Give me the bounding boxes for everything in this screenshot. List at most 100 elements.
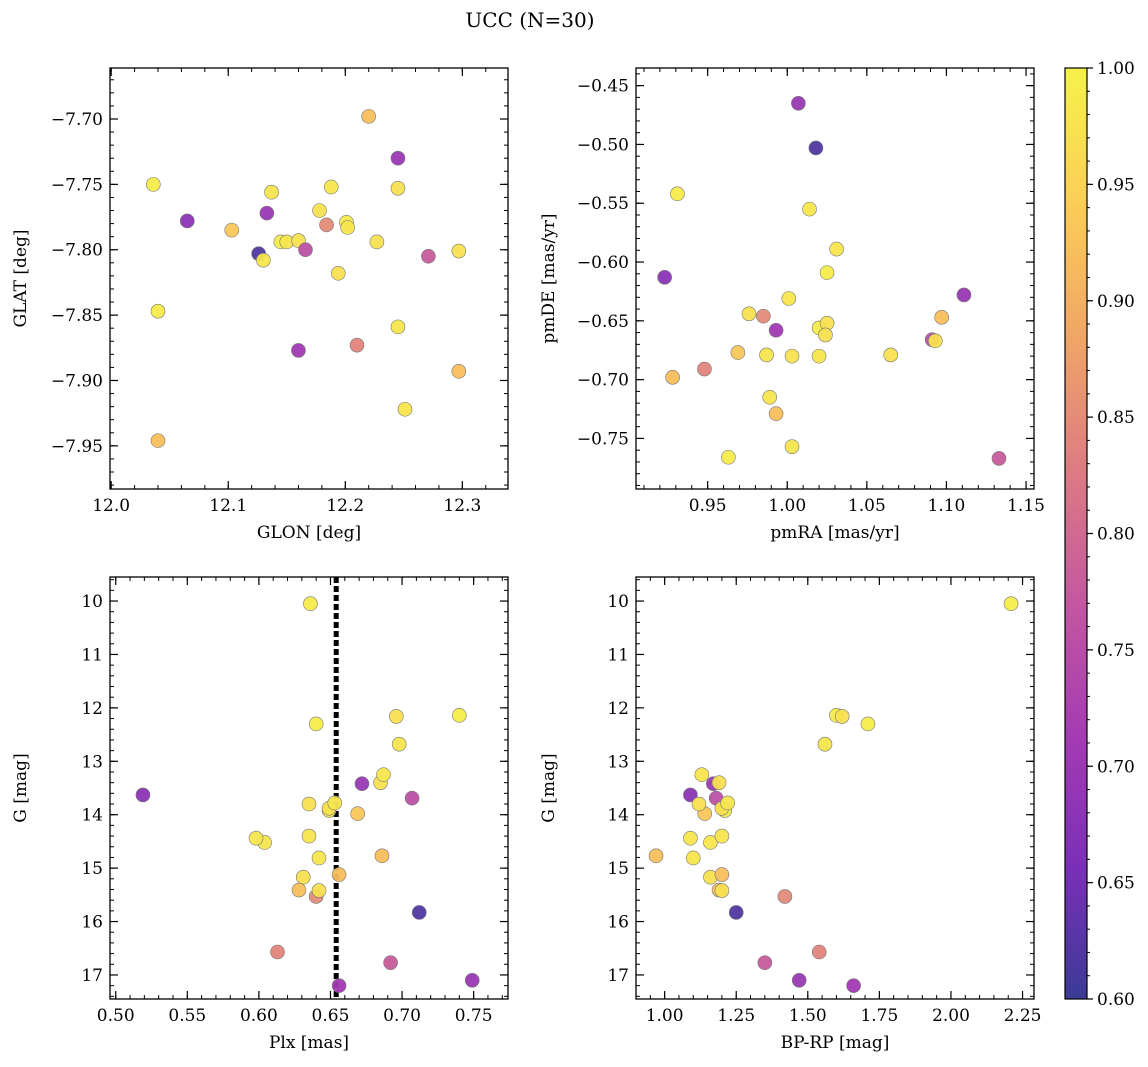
- data-point: [350, 806, 365, 821]
- data-point: [817, 736, 833, 752]
- data-point: [308, 716, 324, 732]
- data-point: [390, 150, 406, 166]
- data-point: [818, 327, 833, 343]
- data-point: [374, 848, 390, 864]
- y-tick-label: −7.85: [51, 306, 103, 326]
- y-tick-label: −7.75: [51, 175, 103, 195]
- panel-1: 12.0 12.1 12.2 12.3 −7.70 −7.75 −7.80 −7.85 −7.9…: [11, 67, 509, 543]
- colorbar: 0.60 0.65 0.70 0.75 0.80 0.85 0.90 0.95 1.00: [1064, 59, 1135, 1010]
- x-tick-label: 1.25: [717, 1006, 755, 1026]
- data-point: [361, 109, 377, 124]
- data-point: [762, 389, 778, 405]
- x-tick-label: 1.00: [646, 1006, 684, 1026]
- x-tick-label: 0.65: [312, 1006, 350, 1026]
- x-tick-label: 1.05: [848, 496, 886, 516]
- colorbar-tick-label: 0.75: [1097, 641, 1135, 661]
- data-point: [683, 830, 698, 846]
- x-tick-label: 12.2: [326, 496, 364, 516]
- data-point: [259, 205, 275, 221]
- data-point: [883, 347, 899, 363]
- data-point: [784, 348, 800, 364]
- scatter-points: [648, 596, 1019, 993]
- data-point: [330, 265, 346, 281]
- panel-4: 1.00 1.25 1.50 1.75 2.00 2.25 10 11 12 13 14 15 16 17…: [539, 576, 1041, 1053]
- data-point: [390, 180, 406, 196]
- data-point: [349, 337, 365, 353]
- data-point: [720, 795, 735, 811]
- y-tick-label: 15: [607, 859, 629, 879]
- panels: 12.0 12.1 12.2 12.3 −7.70 −7.75 −7.80 −7.85 −7.9…: [11, 67, 1045, 1053]
- data-point: [757, 955, 773, 970]
- x-tick-label: 0.55: [168, 1006, 206, 1026]
- data-point: [728, 905, 744, 920]
- x-tick-label: 0.95: [689, 496, 727, 516]
- data-point: [150, 433, 166, 448]
- data-point: [354, 776, 370, 792]
- data-point: [376, 767, 391, 782]
- y-tick-label: −0.70: [577, 371, 629, 391]
- y-tick-label: −7.90: [51, 371, 103, 391]
- data-point: [714, 867, 730, 882]
- axes-frame: [109, 576, 509, 1000]
- x-tick-label: 0.70: [383, 1006, 421, 1026]
- data-point: [1003, 596, 1019, 612]
- data-point: [819, 265, 835, 280]
- y-tick-label: −0.65: [577, 312, 629, 332]
- y-tick-label: 12: [607, 699, 629, 719]
- data-point: [759, 347, 774, 363]
- x-tick-label: 12.3: [443, 496, 481, 516]
- data-point: [846, 978, 861, 993]
- data-point: [711, 775, 727, 790]
- y-axis-label: G [mag]: [11, 753, 31, 822]
- data-point: [383, 955, 398, 970]
- data-point: [670, 186, 685, 202]
- data-point: [791, 973, 807, 988]
- scatter-points: [146, 109, 467, 448]
- data-point: [741, 306, 757, 322]
- data-point: [311, 850, 327, 866]
- y-tick-label: −0.50: [577, 135, 629, 155]
- data-point: [768, 406, 784, 422]
- y-tick-label: −7.95: [51, 437, 103, 457]
- data-point: [421, 248, 436, 264]
- x-tick-label: 0.50: [97, 1006, 135, 1026]
- colorbar-tick-label: 1.00: [1097, 59, 1135, 79]
- data-point: [683, 787, 698, 803]
- data-point: [452, 708, 467, 723]
- data-point: [270, 944, 285, 960]
- x-tick-label: 12.1: [209, 496, 247, 516]
- data-point: [808, 140, 824, 156]
- x-tick-label: 1.50: [789, 1006, 827, 1026]
- y-tick-label: 10: [81, 592, 103, 612]
- data-point: [331, 867, 347, 882]
- colorbar-tick-label: 0.85: [1097, 408, 1135, 428]
- data-point: [927, 333, 943, 349]
- y-tick-label: 13: [81, 752, 103, 772]
- data-point: [301, 828, 317, 844]
- data-point: [224, 222, 240, 238]
- data-point: [340, 220, 355, 235]
- x-tick-label: 1.00: [768, 496, 806, 516]
- y-tick-label: 14: [81, 806, 103, 826]
- data-point: [248, 830, 264, 846]
- data-point: [665, 369, 680, 385]
- colorbar-tick-label: 0.90: [1097, 292, 1135, 312]
- x-tick-label: 0.75: [455, 1006, 493, 1026]
- data-point: [703, 835, 718, 850]
- y-tick-label: −7.80: [51, 241, 103, 261]
- data-point: [777, 889, 793, 904]
- data-point: [694, 767, 710, 782]
- colorbar-tick-label: 0.80: [1097, 525, 1135, 545]
- data-point: [291, 882, 307, 898]
- data-point: [264, 184, 279, 200]
- y-tick-label: 10: [607, 592, 629, 612]
- y-tick-label: 16: [81, 913, 103, 933]
- data-point: [397, 401, 413, 417]
- data-point: [301, 796, 317, 812]
- axes-frame: [635, 67, 1035, 490]
- y-axis-label: GLAT [deg]: [11, 229, 31, 327]
- data-point: [934, 310, 949, 325]
- y-tick-label: 12: [81, 699, 103, 719]
- data-point: [811, 348, 827, 364]
- data-point: [389, 709, 404, 724]
